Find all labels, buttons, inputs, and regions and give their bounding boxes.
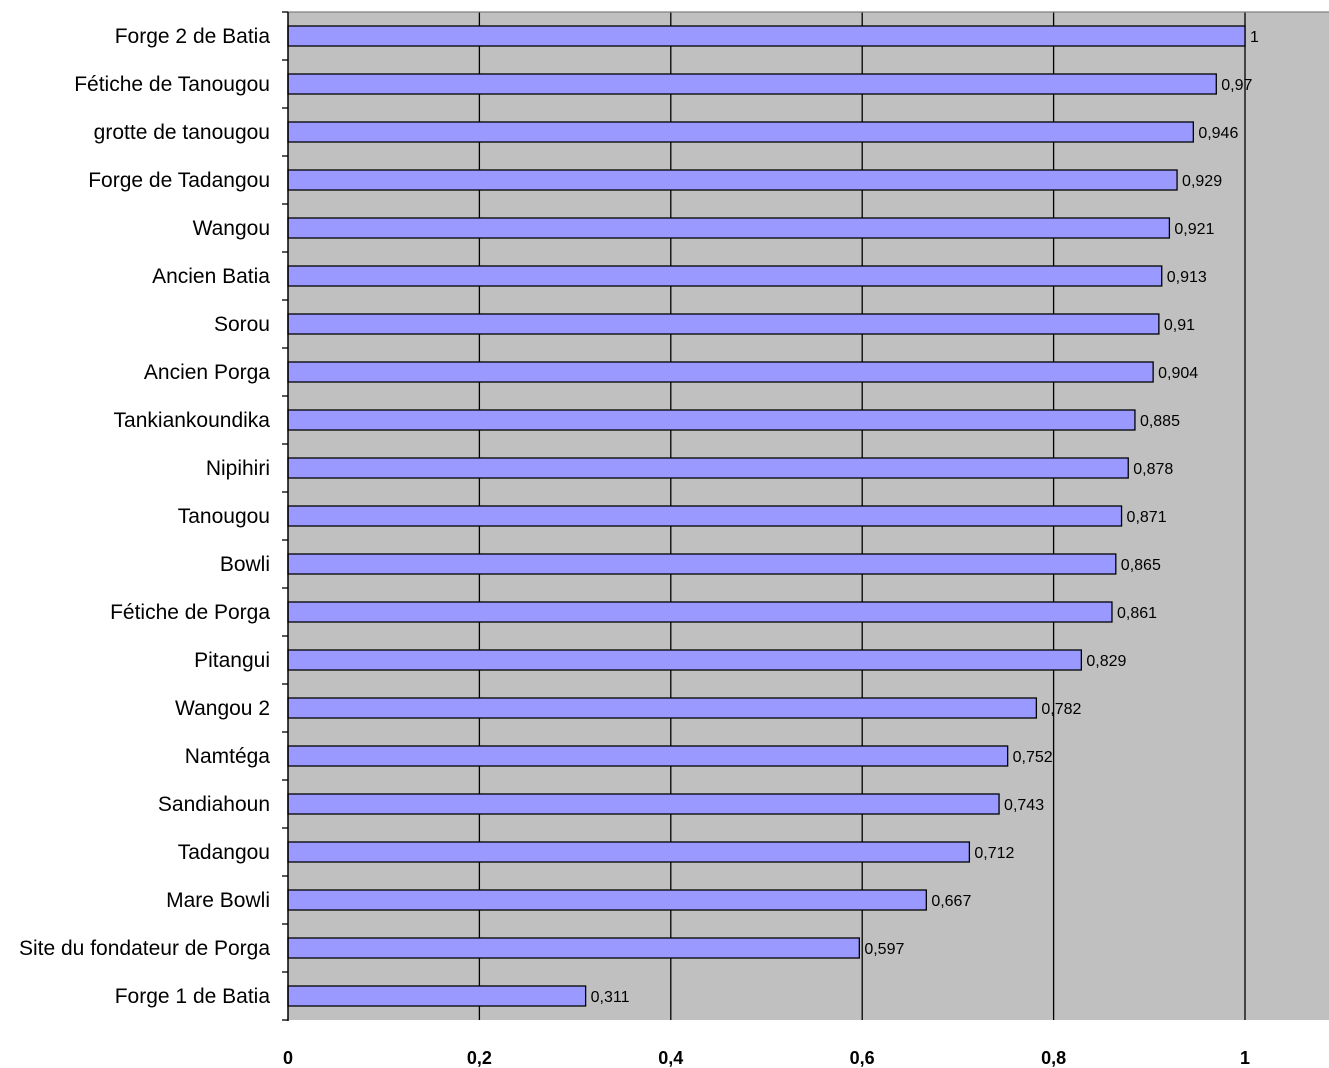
x-tick-label: 0,8	[1041, 1048, 1066, 1068]
bars	[287, 25, 1246, 1007]
value-label: 0,667	[931, 893, 971, 910]
value-label: 0,865	[1121, 557, 1161, 574]
value-label: 0,712	[974, 845, 1014, 862]
category-label: Fétiche de Tanougou	[74, 73, 270, 96]
value-label: 0,946	[1198, 125, 1238, 142]
bar	[287, 841, 971, 863]
bar	[287, 121, 1194, 143]
value-label: 0,597	[864, 941, 904, 958]
value-label: 0,752	[1013, 749, 1053, 766]
bar	[287, 649, 1083, 671]
bar	[287, 745, 1009, 767]
bar	[287, 697, 1038, 719]
value-label: 1	[1250, 29, 1259, 46]
bar	[287, 361, 1154, 383]
bar	[287, 73, 1217, 95]
bar	[287, 169, 1178, 191]
category-label: Forge 2 de Batia	[115, 25, 271, 48]
category-label: Wangou	[193, 217, 270, 240]
category-label: Tankiankoundika	[114, 409, 271, 432]
category-label: Nipihiri	[206, 457, 270, 480]
value-label: 0,921	[1174, 221, 1214, 238]
labels: 0 0,2 0,4 0,6 0,8 1 Forge 2 de Batia 1 Fétiche d…	[19, 25, 1259, 1068]
value-label: 0,878	[1133, 461, 1173, 478]
value-label: 0,871	[1127, 509, 1167, 526]
category-label: Pitangui	[194, 649, 270, 672]
category-label: Ancien Batia	[152, 265, 270, 288]
axes	[282, 11, 1329, 1021]
category-label: Tadangou	[178, 841, 270, 864]
bar	[287, 265, 1163, 287]
bar	[287, 25, 1246, 47]
bar	[287, 937, 860, 959]
category-label: Mare Bowli	[166, 889, 270, 912]
value-label: 0,91	[1164, 317, 1195, 334]
x-tick-label: 0,2	[467, 1048, 492, 1068]
category-label: Site du fondateur de Porga	[19, 937, 270, 960]
category-label: Bowli	[220, 553, 270, 576]
category-label: grotte de tanougou	[94, 121, 270, 144]
bar	[287, 985, 587, 1007]
value-label: 0,929	[1182, 173, 1222, 190]
bar	[287, 457, 1129, 479]
category-label: Sorou	[214, 313, 270, 336]
category-label: Sandiahoun	[158, 793, 270, 816]
value-label: 0,311	[591, 989, 630, 1006]
value-label: 0,782	[1041, 701, 1081, 718]
x-tick-label: 1	[1240, 1048, 1250, 1068]
value-label: 0,861	[1117, 605, 1157, 622]
bar	[287, 601, 1113, 623]
bar	[287, 505, 1123, 527]
category-label: Namtéga	[185, 745, 271, 768]
value-label: 0,904	[1158, 365, 1198, 382]
x-tick-label: 0,4	[658, 1048, 683, 1068]
category-label: Wangou 2	[175, 697, 270, 720]
x-tick-label: 0,6	[850, 1048, 875, 1068]
value-label: 0,97	[1221, 77, 1252, 94]
category-label: Tanougou	[178, 505, 270, 528]
bar	[287, 889, 927, 911]
category-label: Forge 1 de Batia	[115, 985, 271, 1008]
category-label: Ancien Porga	[144, 361, 270, 384]
bar	[287, 793, 1000, 815]
value-label: 0,885	[1140, 413, 1180, 430]
value-label: 0,829	[1086, 653, 1126, 670]
category-label: Forge de Tadangou	[88, 169, 270, 192]
bar	[287, 409, 1136, 431]
value-label: 0,913	[1167, 269, 1207, 286]
bar	[287, 217, 1171, 239]
bar	[287, 553, 1117, 575]
bar	[287, 313, 1160, 335]
category-label: Fétiche de Porga	[110, 601, 270, 624]
x-tick-label: 0	[283, 1048, 293, 1068]
value-label: 0,743	[1004, 797, 1044, 814]
